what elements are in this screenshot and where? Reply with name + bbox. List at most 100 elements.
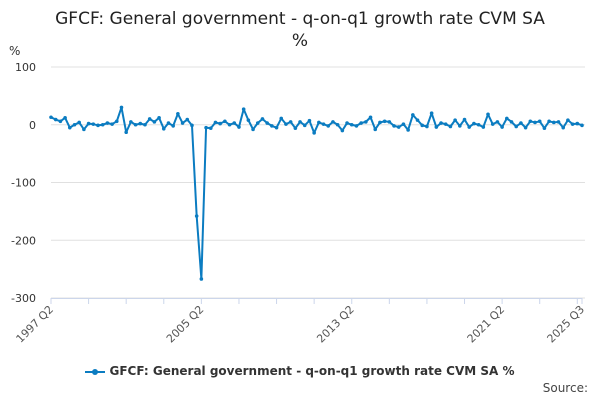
data-point — [208, 126, 213, 131]
data-point — [523, 125, 528, 130]
data-point — [519, 121, 523, 125]
data-point — [481, 125, 486, 129]
y-axis-unit-label: % — [9, 44, 21, 58]
data-point — [255, 121, 260, 125]
data-point — [143, 122, 147, 127]
data-point — [157, 116, 161, 120]
data-point — [223, 119, 227, 124]
data-point — [476, 122, 481, 127]
data-point — [241, 107, 246, 111]
data-point — [91, 122, 96, 126]
data-point — [509, 120, 514, 124]
data-point — [72, 122, 77, 127]
data-point — [213, 120, 218, 125]
data-point — [448, 124, 453, 129]
data-point — [227, 122, 232, 127]
data-point — [67, 125, 72, 130]
data-point — [335, 122, 340, 127]
chart-title-line1: GFCF: General government - q-on-q1 growt… — [55, 9, 545, 29]
data-point — [505, 116, 509, 121]
x-tick-label: 2005 Q2 — [164, 303, 207, 346]
data-point — [453, 118, 457, 122]
data-point — [180, 121, 185, 125]
y-tick-label: -100 — [11, 177, 36, 190]
data-point — [251, 127, 255, 132]
data-point — [429, 111, 434, 115]
data-point — [246, 118, 251, 122]
data-point — [570, 122, 575, 126]
data-point — [537, 119, 542, 124]
data-point — [321, 122, 326, 126]
data-point — [237, 125, 241, 129]
data-point — [387, 120, 392, 124]
data-point — [260, 117, 265, 121]
data-point — [194, 214, 199, 218]
data-point — [284, 122, 288, 126]
data-point — [114, 119, 119, 124]
data-point — [96, 123, 100, 128]
data-point — [392, 124, 396, 128]
data-point — [486, 112, 490, 117]
x-tick-label: 1997 Q2 — [14, 303, 57, 346]
data-point — [378, 120, 382, 125]
data-point — [288, 120, 293, 124]
data-point — [58, 119, 63, 124]
data-point — [312, 131, 316, 135]
data-point — [190, 123, 194, 128]
data-point — [373, 127, 378, 132]
y-tick-label: -300 — [11, 292, 36, 305]
data-point — [547, 119, 551, 124]
data-point — [199, 277, 204, 281]
data-point — [63, 116, 67, 120]
data-point — [401, 122, 406, 126]
data-point — [298, 120, 302, 124]
legend[interactable]: GFCF: General government - q-on-q1 growt… — [0, 364, 600, 378]
data-point — [420, 123, 425, 128]
data-point — [415, 118, 420, 122]
data-point — [406, 128, 410, 132]
data-point — [458, 124, 462, 128]
data-point — [49, 115, 53, 120]
data-point — [138, 121, 143, 126]
data-point — [124, 130, 128, 135]
data-point — [439, 121, 443, 125]
data-point — [340, 128, 345, 133]
data-point — [345, 121, 349, 125]
x-tick-label: 2025 Q3 — [545, 303, 588, 346]
legend-label: GFCF: General government - q-on-q1 growt… — [109, 364, 515, 378]
data-point — [368, 115, 373, 120]
data-point — [302, 123, 307, 128]
data-point — [514, 124, 519, 129]
data-point — [232, 121, 237, 125]
data-point — [293, 126, 298, 131]
data-point — [434, 125, 439, 129]
data-point — [279, 116, 284, 121]
data-point — [204, 125, 208, 130]
data-point — [349, 122, 354, 127]
data-point — [265, 121, 269, 125]
data-point — [500, 125, 504, 129]
y-tick-label: 0 — [29, 119, 36, 132]
data-point — [396, 125, 401, 129]
data-point — [580, 123, 584, 128]
chart-title: GFCF: General government - q-on-q1 growt… — [0, 8, 600, 52]
chart-title-line2: % — [291, 31, 309, 51]
data-point — [218, 121, 222, 126]
data-point — [411, 113, 415, 117]
data-point — [495, 120, 500, 124]
source-label: Source: — [542, 381, 588, 395]
data-point — [82, 127, 86, 132]
data-point — [528, 119, 533, 124]
data-point — [472, 121, 476, 126]
data-point — [119, 105, 124, 110]
data-point — [185, 117, 190, 122]
data-point — [467, 125, 472, 129]
data-point — [129, 120, 133, 124]
data-point — [86, 121, 91, 126]
data-point — [307, 118, 312, 123]
y-tick-label: -200 — [11, 234, 36, 247]
data-point — [317, 120, 321, 125]
data-point — [176, 111, 180, 116]
data-point — [270, 124, 274, 128]
